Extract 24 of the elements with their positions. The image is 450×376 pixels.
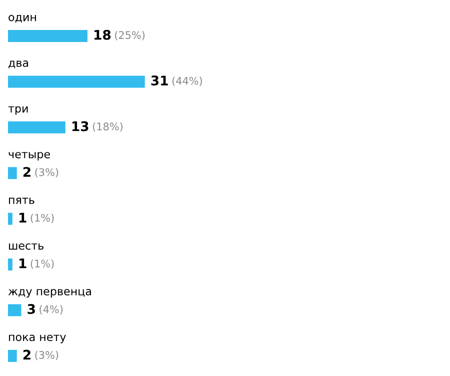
y-tick-label: три <box>8 106 28 115</box>
bar <box>8 212 12 225</box>
bar <box>8 76 145 88</box>
data-label: 1 (1%) <box>19 258 54 269</box>
data-label: 13 (18%) <box>72 121 122 132</box>
data-label: 18 (25%) <box>94 30 145 40</box>
bar <box>8 304 22 316</box>
y-tick-label: шесть <box>9 243 44 250</box>
y-tick-label: один <box>8 14 36 23</box>
data-label: 1 (1%) <box>19 212 54 224</box>
data-label: 31 (44%) <box>151 76 202 86</box>
data-label: 3 (4%) <box>28 304 63 314</box>
y-tick-label: пока нету <box>9 334 66 344</box>
y-tick-label: два <box>8 60 28 68</box>
data-label: 2 (3%) <box>23 350 58 360</box>
bar <box>8 121 66 134</box>
y-tick-label: четыре <box>8 152 50 160</box>
bar <box>8 30 88 42</box>
bar <box>8 167 17 180</box>
bar <box>8 350 17 362</box>
bar <box>8 258 12 270</box>
y-tick-label: жду первенца <box>8 289 91 298</box>
y-tick-label: пять <box>9 198 34 204</box>
data-label: 2 (3%) <box>23 166 58 178</box>
